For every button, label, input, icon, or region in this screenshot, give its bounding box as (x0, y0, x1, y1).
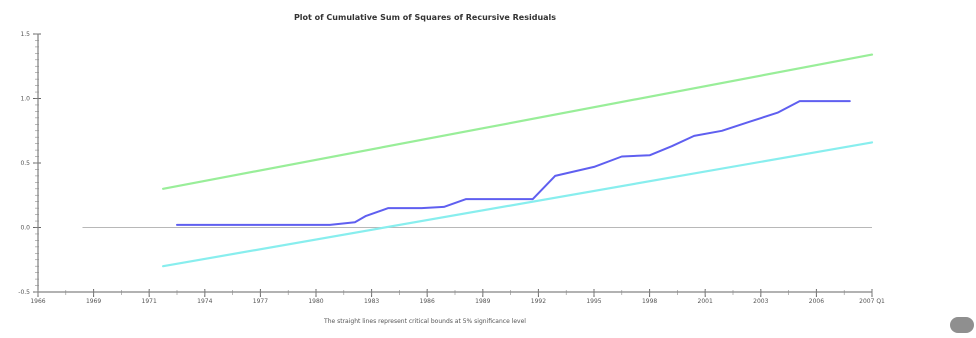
x-tick-label: 2006 (809, 298, 824, 305)
cusum-series-line (176, 100, 851, 226)
y-tick-label: 0.0 (20, 225, 30, 232)
corner-pill-button[interactable] (950, 317, 974, 333)
y-tick-label: -0.5 (18, 289, 30, 296)
upper-bound-line (162, 53, 874, 190)
x-tick-label: 2001 (698, 298, 713, 305)
x-tick-label: 1983 (364, 298, 379, 305)
x-tick-label: 2003 (753, 298, 768, 305)
x-tick-label: 1998 (642, 298, 657, 305)
chart-footnote: The straight lines represent critical bo… (323, 318, 526, 325)
y-tick-label: 1.0 (20, 96, 30, 103)
x-tick-label: 1969 (86, 298, 101, 305)
y-tick-label: 0.5 (20, 160, 30, 167)
x-tick-label: 2007 Q1 (859, 298, 885, 305)
x-tick-label: 1980 (308, 298, 323, 305)
x-tick-label: 1986 (420, 298, 435, 305)
y-tick-label: 1.5 (20, 31, 30, 38)
x-tick-label: 1995 (586, 298, 601, 305)
chart-title: Plot of Cumulative Sum of Squares of Rec… (294, 13, 556, 22)
x-tick-label: 1971 (142, 298, 157, 305)
x-tick-label: 1977 (253, 298, 268, 305)
chart-axes: -0.5 0.0 0.5 1.0 1.5 1966 1969 1971 1974 1977 1980… (18, 31, 885, 305)
x-tick-label: 1992 (531, 298, 546, 305)
x-tick-label: 1966 (30, 298, 45, 305)
x-tick-label: 1974 (197, 298, 212, 305)
chart-series-layer (162, 53, 874, 268)
x-tick-label: 1989 (475, 298, 490, 305)
lower-bound-line (162, 141, 874, 268)
